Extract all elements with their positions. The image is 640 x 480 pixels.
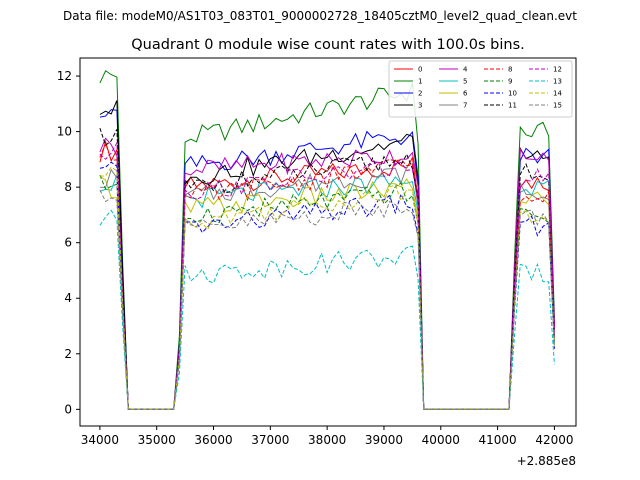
legend-label-14: 14 <box>553 90 562 98</box>
series-line-15 <box>99 189 555 410</box>
series-line-12 <box>99 141 555 410</box>
x-tick-label: 41000 <box>479 433 517 447</box>
series-line-5 <box>99 174 555 410</box>
legend-label-15: 15 <box>553 102 562 110</box>
x-offset-label: +2.885e8 <box>517 454 576 468</box>
legend-label-11: 11 <box>508 102 517 110</box>
series-line-6 <box>99 176 555 410</box>
series-line-0 <box>99 139 555 410</box>
legend-label-7: 7 <box>463 102 467 110</box>
legend-label-2: 2 <box>418 90 422 98</box>
series-line-3 <box>99 100 555 410</box>
series-line-11 <box>99 127 555 410</box>
legend-label-1: 1 <box>418 78 422 86</box>
legend-label-3: 3 <box>418 102 422 110</box>
series-line-1 <box>99 69 555 410</box>
legend-label-13: 13 <box>553 78 562 86</box>
y-axis: 0 2 4 6 8 10 12 <box>57 69 80 416</box>
legend-label-12: 12 <box>553 66 562 74</box>
series-line-4 <box>99 137 555 410</box>
x-tick-label: 38000 <box>308 433 346 447</box>
plot-frame <box>79 57 577 427</box>
series-line-13 <box>99 209 555 410</box>
x-tick-label: 34000 <box>81 433 119 447</box>
chart-suptitle: Data file: modeM0/AS1T03_083T01_90000027… <box>63 9 577 23</box>
series-layer <box>99 69 555 410</box>
legend-label-4: 4 <box>463 66 468 74</box>
series-line-8 <box>99 141 555 410</box>
series-line-9 <box>99 174 555 410</box>
x-tick-label: 36000 <box>194 433 232 447</box>
y-tick-label: 4 <box>64 291 72 305</box>
x-axis: 34000 35000 36000 37000 38000 39000 40000 41000… <box>81 426 574 447</box>
legend-label-8: 8 <box>508 66 512 74</box>
legend-label-10: 10 <box>508 90 517 98</box>
legend-label-6: 6 <box>463 90 468 98</box>
x-tick-label: 40000 <box>422 433 460 447</box>
legend-label-0: 0 <box>418 66 422 74</box>
y-tick-label: 8 <box>64 180 72 194</box>
legend-label-9: 9 <box>508 78 512 86</box>
y-tick-label: 2 <box>64 347 72 361</box>
series-line-14 <box>99 166 555 410</box>
legend-box <box>388 60 573 118</box>
y-tick-label: 10 <box>57 125 72 139</box>
x-tick-label: 35000 <box>138 433 176 447</box>
y-tick-label: 12 <box>57 69 72 83</box>
plot-area <box>79 57 577 427</box>
chart-title: Quadrant 0 module wise count rates with … <box>131 37 525 53</box>
legend-label-5: 5 <box>463 78 467 86</box>
y-tick-label: 0 <box>64 402 72 416</box>
x-tick-label: 42000 <box>535 433 573 447</box>
x-tick-label: 37000 <box>251 433 289 447</box>
y-tick-label: 6 <box>64 236 72 250</box>
x-tick-label: 39000 <box>365 433 403 447</box>
